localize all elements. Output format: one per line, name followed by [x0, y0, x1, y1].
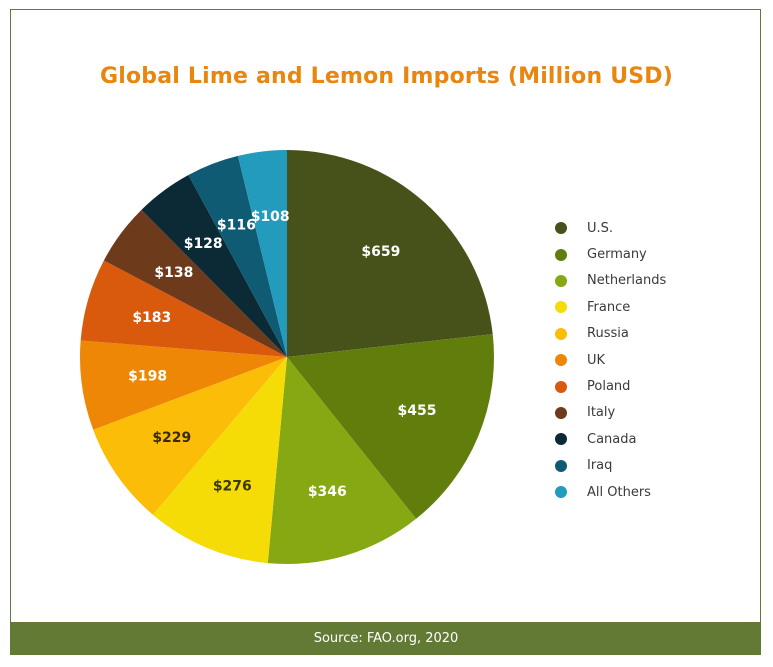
data-label-canada: $128 — [184, 236, 223, 252]
legend-swatch — [555, 274, 567, 287]
chart-title: Global Lime and Lemon Imports (Million U… — [99, 64, 674, 89]
legend-swatch — [555, 301, 567, 314]
pie-slice-italy — [103, 209, 287, 357]
data-label-italy: $138 — [154, 265, 193, 281]
data-label-germany: $455 — [398, 403, 437, 419]
legend-item: Poland — [555, 373, 666, 399]
pie-slice-iraq — [188, 155, 287, 357]
legend-label: France — [587, 299, 631, 315]
legend-swatch — [555, 380, 567, 393]
pie-slice-all-others — [237, 150, 287, 357]
data-label-iraq: $116 — [217, 218, 256, 234]
legend-label: All Others — [587, 484, 651, 500]
legend-label: Poland — [587, 379, 631, 395]
pie-slices — [80, 150, 494, 564]
data-label-poland: $183 — [132, 310, 171, 326]
legend-label: Iraq — [587, 458, 613, 474]
legend-label: Italy — [587, 405, 616, 421]
legend-label: Russia — [587, 326, 629, 342]
legend-swatch — [555, 406, 567, 419]
legend-item: France — [555, 294, 666, 320]
pie-slice-u-s — [287, 150, 493, 357]
data-label-france: $276 — [213, 479, 252, 495]
legend-item: All Others — [555, 479, 666, 505]
legend-swatch — [555, 459, 567, 472]
pie-slice-poland — [80, 260, 287, 357]
legend-swatch — [555, 433, 567, 446]
legend-item: UK — [555, 347, 666, 373]
pie-slice-netherlands — [267, 357, 417, 564]
legend-item: Italy — [555, 400, 666, 426]
pie-slice-russia — [93, 357, 287, 515]
legend-label: Canada — [587, 431, 637, 447]
legend-item: Canada — [555, 426, 666, 452]
data-label-uk: $198 — [128, 369, 167, 385]
legend-label: U.S. — [587, 220, 614, 236]
chart-legend: U.S. Germany Netherlands France Russia UK Pola… — [555, 215, 666, 505]
pie-slice-canada — [141, 174, 287, 357]
legend-label: Germany — [587, 247, 647, 263]
legend-label: Netherlands — [587, 273, 667, 289]
legend-swatch — [555, 222, 567, 235]
source-footer: Source: FAO.org, 2020 — [11, 622, 761, 655]
legend-item: Iraq — [555, 453, 666, 479]
pie-slice-france — [152, 357, 287, 564]
data-label-u-s: $659 — [361, 244, 400, 260]
data-label-russia: $229 — [152, 430, 191, 446]
pie-labels: $659 $455 $346 $276 $229 $198 $183 $138 $128 $116… — [128, 209, 436, 500]
data-label-all-others: $108 — [251, 209, 290, 225]
legend-swatch — [555, 354, 567, 367]
pie-slice-uk — [80, 340, 287, 430]
legend-item: Germany — [555, 241, 666, 267]
legend-item: Netherlands — [555, 268, 666, 294]
legend-swatch — [555, 327, 567, 340]
legend-label: UK — [587, 352, 606, 368]
legend-item: Russia — [555, 321, 666, 347]
legend-item: U.S. — [555, 215, 666, 241]
legend-swatch — [555, 486, 567, 499]
pie-slice-germany — [287, 334, 494, 519]
legend-swatch — [555, 248, 567, 261]
data-label-netherlands: $346 — [308, 484, 347, 500]
